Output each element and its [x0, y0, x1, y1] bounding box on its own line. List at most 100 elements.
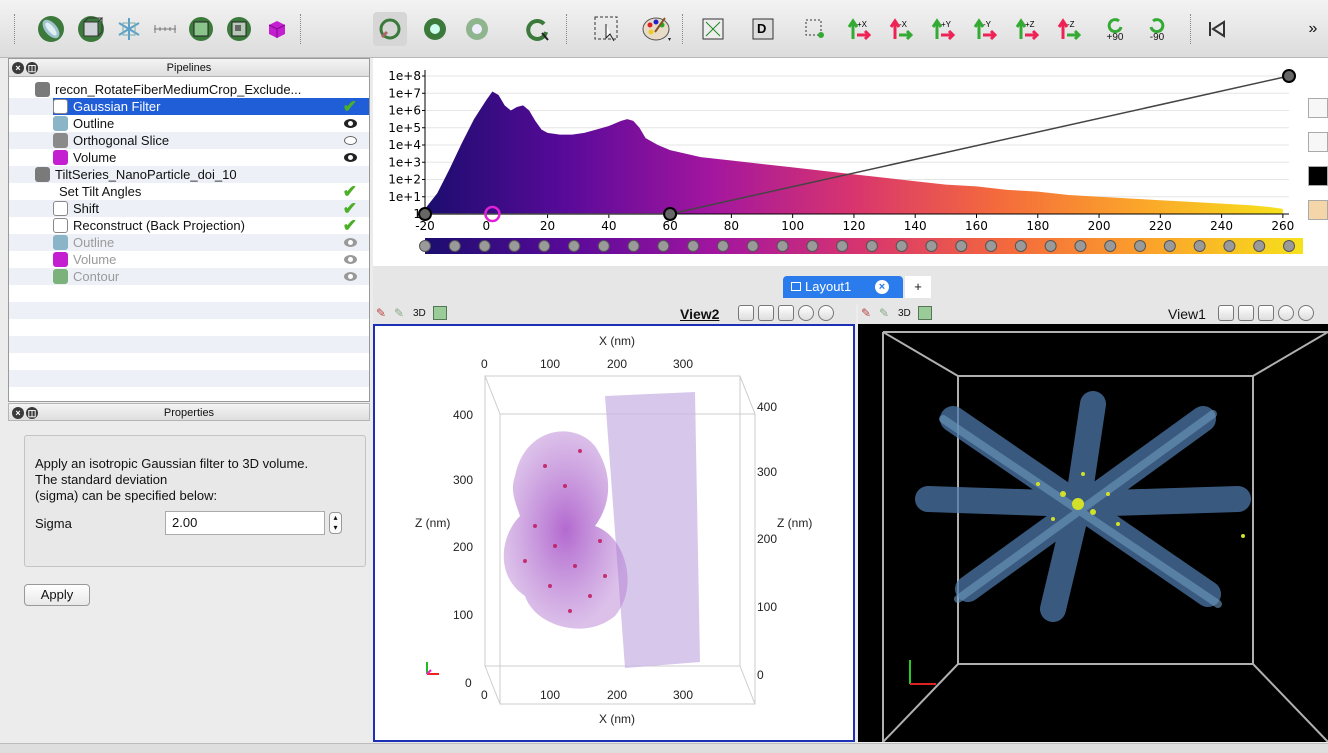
color-stop-handle[interactable] — [1044, 240, 1057, 252]
sigma-input[interactable]: 2.00 — [165, 511, 325, 535]
color-stop-handle[interactable] — [925, 240, 938, 252]
color-stop-handle[interactable] — [567, 240, 580, 252]
view-minus-x-icon[interactable]: -X — [884, 12, 918, 46]
close-panel-icon[interactable]: × — [12, 407, 24, 419]
axes-toggle-icon[interactable]: ✎ — [394, 306, 405, 320]
close-tab-icon[interactable]: × — [875, 280, 889, 294]
color-palette-icon[interactable] — [640, 12, 674, 46]
visibility-eye-icon[interactable] — [344, 136, 357, 145]
view2-title[interactable]: View2 — [680, 306, 720, 322]
color-legend-icon[interactable]: ✎ — [376, 306, 387, 320]
opacity-control-point[interactable] — [418, 207, 432, 221]
color-stop-handle[interactable] — [478, 240, 491, 252]
color-stop-handle[interactable] — [508, 240, 521, 252]
visibility-eye-icon[interactable] — [344, 238, 357, 247]
view2-render[interactable]: X (nm) X (nm) Z (nm) Z (nm) 0 0 100 100 200 2… — [373, 324, 855, 742]
pipeline-item[interactable]: Orthogonal Slice — [9, 132, 369, 149]
data-axes-icon[interactable]: D — [746, 12, 780, 46]
maximize-view-icon[interactable] — [1258, 305, 1274, 321]
float-panel-icon[interactable]: ◫ — [26, 407, 38, 419]
color-stop-handle[interactable] — [627, 240, 640, 252]
color-stop-handle[interactable] — [538, 240, 551, 252]
color-legend-icon[interactable]: ✎ — [861, 306, 872, 320]
split-vertical-icon[interactable] — [1238, 305, 1254, 321]
view-axes-icon[interactable] — [696, 12, 730, 46]
color-stop-handle[interactable] — [1104, 240, 1117, 252]
reset-camera-icon[interactable] — [418, 12, 452, 46]
apply-button[interactable]: Apply — [24, 584, 90, 606]
rotate-icon[interactable] — [520, 12, 554, 46]
split-vertical-icon[interactable] — [758, 305, 774, 321]
camera-icon[interactable] — [918, 306, 932, 320]
opacity-control-point[interactable] — [1282, 69, 1296, 83]
interact-icon[interactable] — [373, 12, 407, 46]
custom-range-icon[interactable] — [1308, 132, 1328, 152]
volume-icon[interactable] — [260, 12, 294, 46]
color-stop-handle[interactable] — [597, 240, 610, 252]
color-stop-handle[interactable] — [448, 240, 461, 252]
color-stop-handle[interactable] — [746, 240, 759, 252]
color-stop-handle[interactable] — [895, 240, 908, 252]
ruler-icon[interactable] — [148, 12, 182, 46]
color-stop-handle[interactable] — [687, 240, 700, 252]
float-panel-icon[interactable]: ◫ — [26, 62, 38, 74]
split-horizontal-icon[interactable] — [738, 305, 754, 321]
pipeline-item[interactable]: Shift ✔ — [9, 200, 369, 217]
pipeline-item[interactable]: recon_RotateFiberMediumCrop_Exclude... — [9, 81, 369, 98]
pipeline-item[interactable]: Contour — [9, 268, 369, 285]
pipeline-item[interactable]: Volume — [9, 251, 369, 268]
color-stop-handle[interactable] — [865, 240, 878, 252]
select-icon[interactable] — [590, 12, 624, 46]
pipeline-item[interactable]: Gaussian Filter ✔ — [53, 98, 369, 115]
color-stop-handle[interactable] — [1193, 240, 1206, 252]
tab-layout1[interactable]: Layout1 × — [783, 276, 903, 298]
restore-view-icon[interactable] — [1278, 305, 1294, 321]
open-data-icon[interactable] — [34, 12, 68, 46]
color-stop-handle[interactable] — [657, 240, 670, 252]
color-stop-handle[interactable] — [806, 240, 819, 252]
pipeline-item[interactable]: Outline — [9, 115, 369, 132]
camera-icon[interactable] — [433, 306, 447, 320]
axes-toggle-icon[interactable]: ✎ — [879, 306, 890, 320]
rotate-minus90-icon[interactable]: -90 — [1140, 12, 1174, 46]
color-stop-handle[interactable] — [1163, 240, 1176, 252]
toolbar-overflow-button[interactable]: » — [1308, 20, 1318, 37]
visibility-eye-icon[interactable] — [344, 255, 357, 264]
color-stop-handle[interactable] — [1134, 240, 1147, 252]
color-stop-handle[interactable] — [1283, 240, 1295, 252]
color-stop-handle[interactable] — [716, 240, 729, 252]
close-view-icon[interactable] — [1298, 305, 1314, 321]
restore-view-icon[interactable] — [798, 305, 814, 321]
view-plus-z-icon[interactable]: +Z — [1010, 12, 1044, 46]
color-stop-handle[interactable] — [836, 240, 849, 252]
color-stop-handle[interactable] — [955, 240, 968, 252]
background-color-icon[interactable] — [1308, 166, 1328, 186]
outline-filter-icon[interactable] — [74, 12, 108, 46]
view-minus-z-icon[interactable]: -Z — [1052, 12, 1086, 46]
split-horizontal-icon[interactable] — [1218, 305, 1234, 321]
slice-icon[interactable] — [112, 12, 146, 46]
color-stop-handle[interactable] — [776, 240, 789, 252]
pipeline-item[interactable]: Reconstruct (Back Projection) ✔ — [9, 217, 369, 234]
pipeline-item[interactable]: Outline — [9, 234, 369, 251]
view-minus-y-icon[interactable]: -Y — [968, 12, 1002, 46]
sigma-stepper[interactable]: ▴ ▾ — [329, 512, 342, 534]
color-stop-handle[interactable] — [985, 240, 998, 252]
close-panel-icon[interactable]: × — [12, 62, 24, 74]
view2-3d-button[interactable]: 3D — [413, 308, 426, 319]
color-stop-handle[interactable] — [419, 240, 431, 252]
visibility-eye-icon[interactable] — [344, 119, 357, 128]
color-stop-handle[interactable] — [1014, 240, 1027, 252]
color-stop-handle[interactable] — [1223, 240, 1236, 252]
pipeline-item[interactable]: Volume — [9, 149, 369, 166]
visibility-eye-icon[interactable] — [344, 272, 357, 281]
histogram-chart[interactable]: 1 1e+1 1e+2 1e+3 1e+4 1e+5 1e+6 1e+7 1e+8 -20 0 20 4… — [373, 58, 1328, 266]
rotate-plus90-icon[interactable]: +90 — [1098, 12, 1132, 46]
add-layout-button[interactable]: + — [905, 276, 931, 298]
preset-colormap-icon[interactable] — [1308, 200, 1328, 220]
color-stop-handle[interactable] — [1074, 240, 1087, 252]
maximize-view-icon[interactable] — [778, 305, 794, 321]
view-plus-y-icon[interactable]: +Y — [926, 12, 960, 46]
pipeline-item[interactable]: TiltSeries_NanoParticle_doi_10 — [9, 166, 369, 183]
close-view-icon[interactable] — [818, 305, 834, 321]
